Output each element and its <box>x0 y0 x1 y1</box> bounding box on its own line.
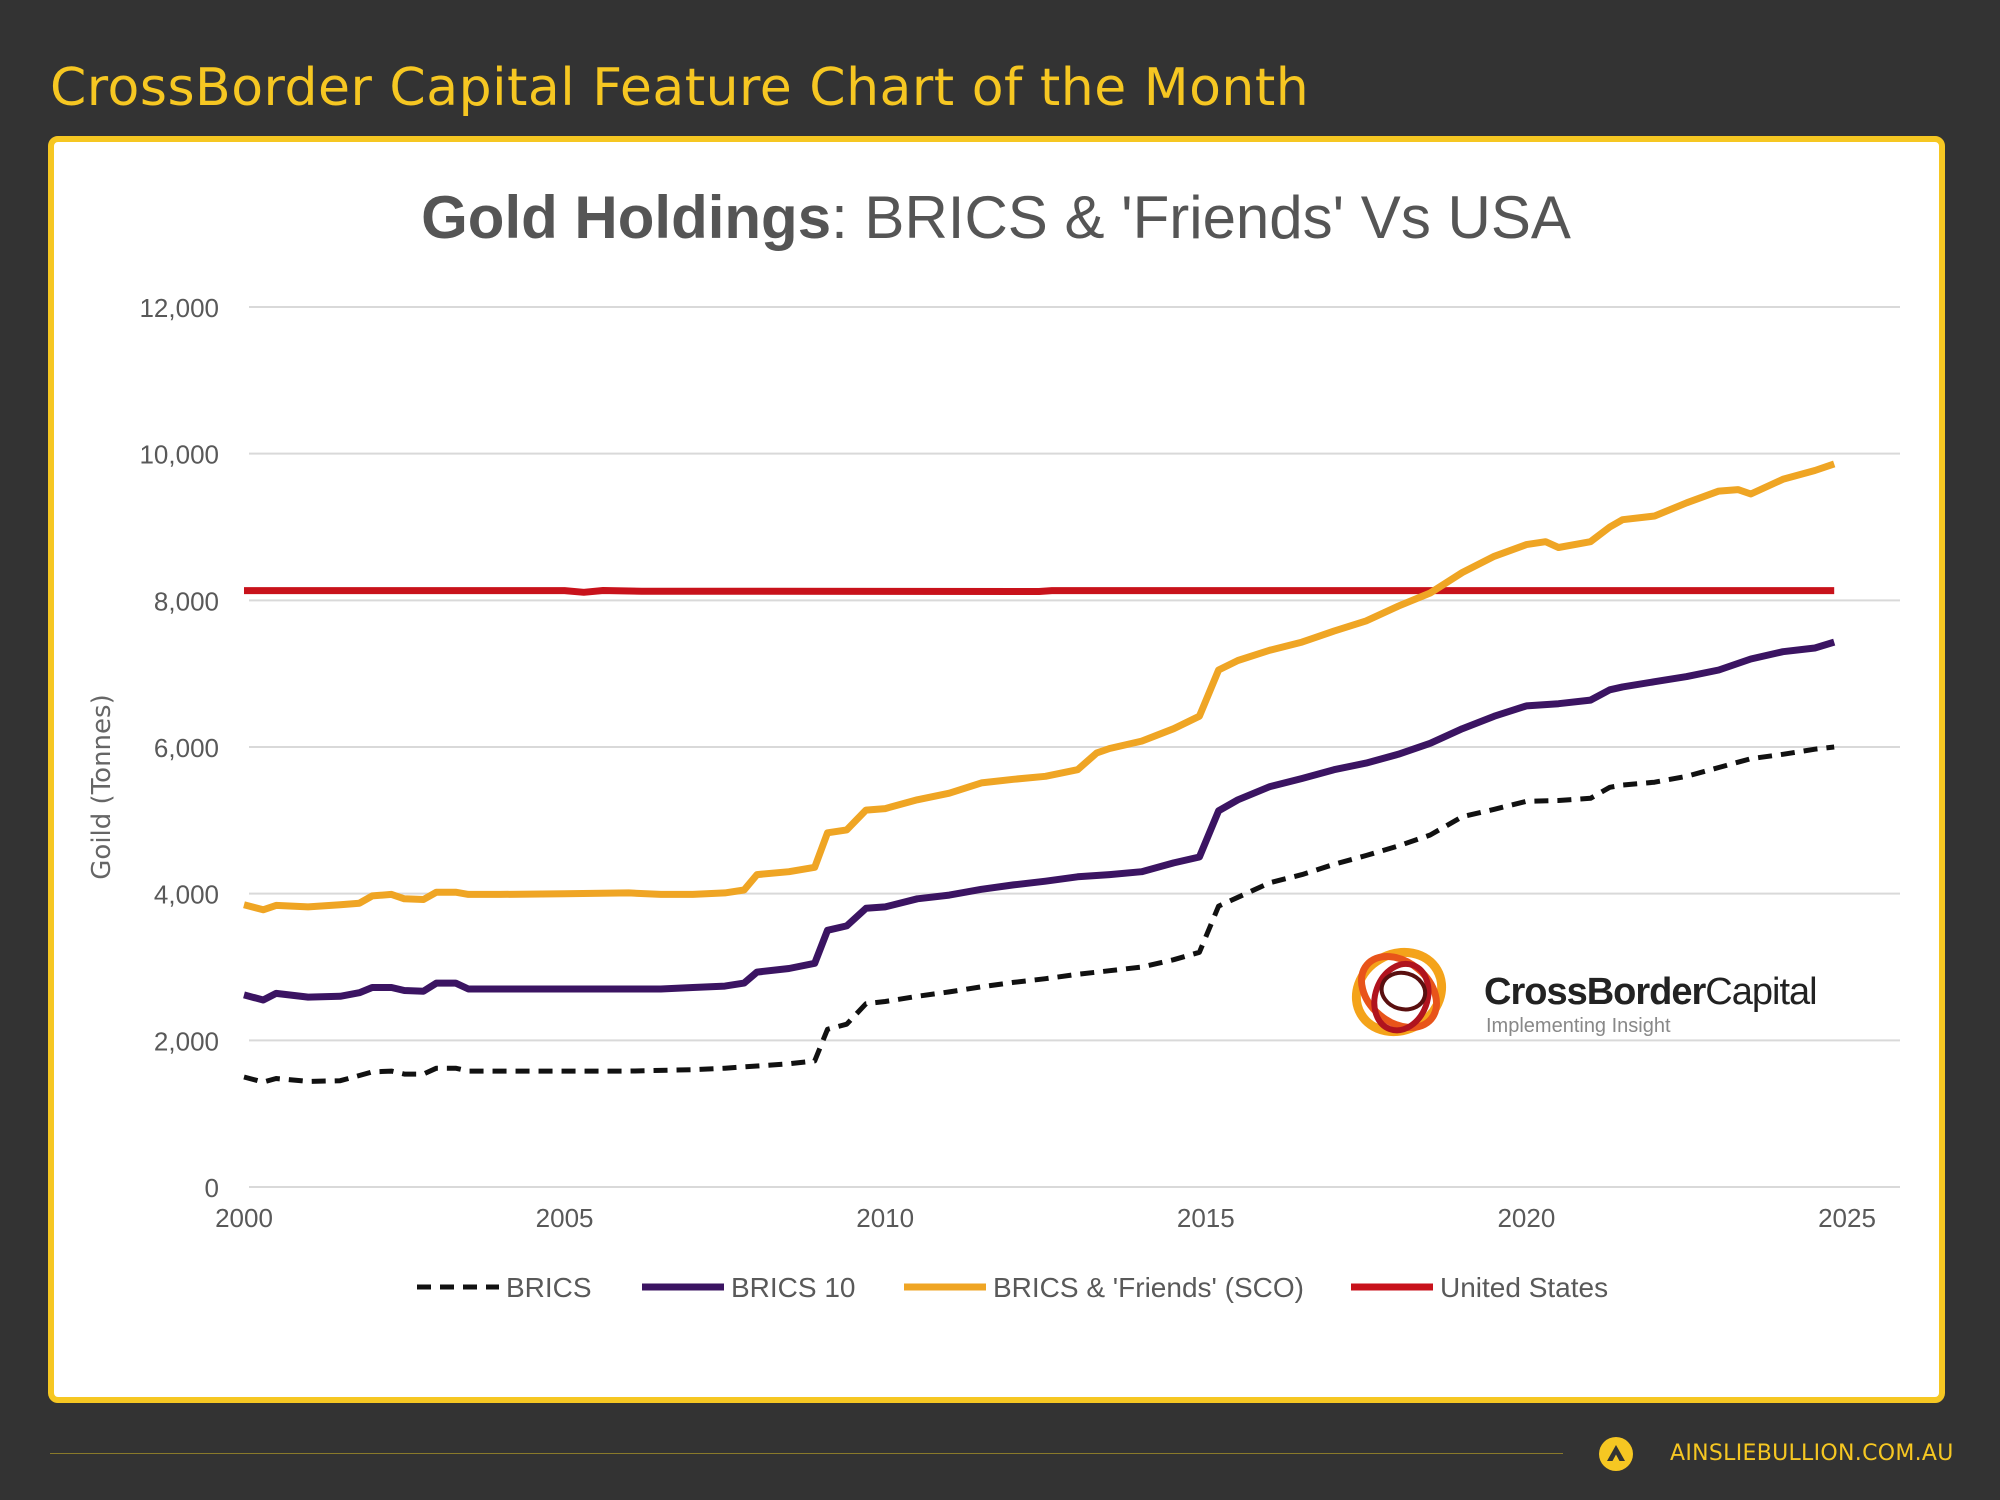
series-line-0 <box>243 744 1835 1085</box>
footer-url-link[interactable]: AINSLIEBULLION.COM.AU <box>1670 1441 1954 1466</box>
series-line-1 <box>243 638 1836 1004</box>
series-line-2 <box>243 460 1836 914</box>
x-tick-label: 2025 <box>1818 1203 1876 1233</box>
crossborder-watermark: CrossBorderCapital Implementing Insight <box>1351 947 1818 1037</box>
chart-title: Gold Holdings: BRICS & 'Friends' Vs USA <box>421 184 1571 251</box>
chart-title-bold: Gold Holdings <box>421 184 831 251</box>
chart-title-rest: : BRICS & 'Friends' Vs USA <box>831 184 1571 251</box>
x-tick-label: 2010 <box>856 1203 914 1233</box>
y-tick-label: 0 <box>205 1173 219 1203</box>
series-lines <box>243 460 1836 1085</box>
x-axis: 2000 2005 2010 2015 2020 2025 <box>215 1203 1876 1233</box>
page-title: CrossBorder Capital Feature Chart of the… <box>50 58 1310 118</box>
x-tick-label: 2000 <box>215 1203 273 1233</box>
gold-holdings-chart: Gold Holdings: BRICS & 'Friends' Vs USA … <box>87 184 1900 1303</box>
y-axis: 0 2,000 4,000 6,000 8,000 10,000 12,000 <box>139 293 219 1203</box>
svg-text:CrossBorderCapital: CrossBorderCapital <box>1484 971 1817 1013</box>
crossborder-logo-icon <box>1351 947 1447 1037</box>
legend-label-3: United States <box>1440 1272 1608 1303</box>
y-tick-label: 12,000 <box>139 293 219 323</box>
x-tick-label: 2015 <box>1177 1203 1235 1233</box>
legend-label-0: BRICS <box>506 1272 592 1303</box>
series-line-3 <box>244 587 1835 596</box>
y-tick-label: 2,000 <box>154 1026 219 1056</box>
watermark-brand-bold: CrossBorder <box>1484 971 1706 1013</box>
legend-label-1: BRICS 10 <box>731 1272 856 1303</box>
y-tick-label: 4,000 <box>154 880 219 910</box>
chart-panel: Gold Holdings: BRICS & 'Friends' Vs USA … <box>48 136 1945 1403</box>
legend: BRICS BRICS 10 BRICS & 'Friends' (SCO) Unit… <box>417 1272 1608 1303</box>
y-tick-label: 10,000 <box>139 440 219 470</box>
ainslie-logo-icon <box>1599 1437 1633 1471</box>
x-tick-label: 2020 <box>1497 1203 1555 1233</box>
y-axis-label: Goild (Tonnes) <box>87 694 117 879</box>
y-tick-label: 8,000 <box>154 586 219 616</box>
x-tick-label: 2005 <box>536 1203 594 1233</box>
legend-label-2: BRICS & 'Friends' (SCO) <box>993 1272 1304 1303</box>
footer-divider <box>50 1453 1563 1454</box>
watermark-brand-light: Capital <box>1705 971 1816 1013</box>
watermark-tagline: Implementing Insight <box>1486 1015 1671 1037</box>
y-tick-label: 6,000 <box>154 733 219 763</box>
grid-lines <box>249 306 1900 1188</box>
